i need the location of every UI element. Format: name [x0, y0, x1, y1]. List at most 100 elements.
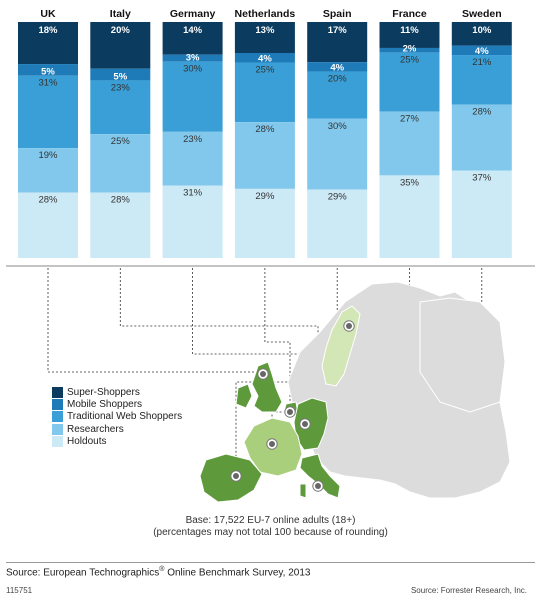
legend-swatch: [52, 423, 63, 435]
bar-segment: [379, 22, 440, 48]
map-marker-dot: [346, 323, 352, 329]
data-label: 20%: [111, 25, 131, 36]
legend-label: Holdouts: [67, 435, 107, 447]
bar-segment: [234, 122, 295, 189]
bar-segment: [90, 192, 151, 258]
data-label: 28%: [111, 195, 131, 206]
bar-segment: [451, 104, 512, 171]
category-label: Spain: [323, 8, 352, 20]
legend-swatch: [52, 435, 63, 447]
bar-segment: [162, 131, 223, 186]
data-label: 31%: [183, 188, 203, 199]
bar-segment: [162, 54, 223, 62]
data-label: 11%: [400, 25, 419, 36]
legend-label: Traditional Web Shoppers: [67, 411, 183, 423]
data-label: 31%: [38, 78, 58, 89]
connector-line: [47, 268, 264, 374]
connector-line: [264, 268, 291, 412]
category-label: Germany: [170, 8, 216, 20]
data-label: 28%: [38, 195, 58, 206]
map-ireland: [235, 383, 253, 409]
bar-segment: [379, 111, 440, 176]
data-label: 29%: [255, 191, 275, 202]
bar-segment: [307, 189, 368, 258]
map-marker-dot: [315, 483, 321, 489]
legend-swatch: [52, 411, 63, 423]
data-label: 25%: [400, 55, 420, 66]
data-label: 19%: [38, 150, 58, 161]
map-sardinia: [299, 483, 307, 499]
bar-segment: [90, 134, 151, 193]
bar-segment: [18, 148, 78, 193]
legend-swatch: [52, 386, 63, 398]
data-label: 28%: [472, 107, 492, 118]
bar-segment: [18, 192, 78, 258]
bar-segment: [162, 61, 223, 132]
map-marker-dot: [287, 409, 293, 415]
registered-mark: ®: [159, 566, 165, 573]
source-forrester: Source: Forrester Research, Inc.: [410, 586, 527, 595]
bar-segment: [307, 22, 368, 63]
data-label: 37%: [472, 173, 492, 184]
source-survey: Source: European Technographics® Online …: [6, 566, 310, 578]
data-label: 23%: [111, 82, 131, 93]
divider: [6, 562, 535, 563]
data-label: 10%: [472, 25, 492, 36]
rounding-note: (percentages may not total 100 because o…: [153, 527, 388, 538]
data-label: 13%: [255, 25, 275, 36]
source-survey-prefix: Source: European Technographics: [6, 567, 160, 579]
bar-segment: [90, 68, 151, 81]
data-label: 30%: [183, 64, 203, 75]
data-label: 30%: [328, 121, 348, 132]
bar-segment: [18, 64, 78, 76]
legend-label: Researchers: [67, 423, 124, 435]
data-label: 25%: [255, 65, 275, 76]
legend-item: Researchers: [52, 423, 182, 435]
data-label: 27%: [400, 114, 420, 125]
category-label: Sweden: [462, 8, 502, 20]
legend-item: Holdouts: [52, 435, 182, 447]
map-marker-dot: [269, 441, 275, 447]
europe-map: [47, 268, 511, 503]
bar-segment: [307, 62, 368, 72]
map-land: [199, 281, 511, 503]
data-label: 21%: [472, 57, 492, 68]
data-label: 35%: [400, 177, 420, 188]
data-label: 4%: [258, 54, 272, 65]
bar-segment: [451, 170, 512, 258]
legend: Super-Shoppers Mobile Shoppers Traditional…: [52, 386, 182, 447]
bar-segment: [307, 118, 368, 190]
bar-segment: [234, 62, 295, 123]
bar-segment: [90, 80, 151, 135]
legend-swatch: [52, 398, 63, 410]
category-label: Netherlands: [235, 8, 296, 20]
chart-id: 115751: [6, 586, 33, 595]
bar-segment: [307, 71, 368, 119]
connector-line: [348, 268, 483, 326]
data-label: 29%: [328, 192, 348, 203]
bar-segment: [162, 22, 223, 55]
bar-segment: [451, 22, 512, 46]
bar-segment: [234, 22, 295, 53]
data-label: 2%: [403, 44, 417, 55]
bar-segment: [379, 52, 440, 112]
legend-label: Super-Shoppers: [67, 386, 140, 398]
bar-segment: [162, 185, 223, 258]
base-text: Base: 17,522 EU-7 online adults (18+): [185, 515, 356, 526]
data-label: 17%: [328, 25, 348, 36]
stacked-bar-chart: UK18%5%31%19%28%Italy20%5%23%25%28%Germa…: [6, 8, 535, 267]
legend-item: Super-Shoppers: [52, 386, 182, 398]
map-marker-dot: [260, 371, 266, 377]
bar-segment: [451, 55, 512, 105]
map-markers: [230, 320, 355, 492]
data-label: 28%: [255, 124, 275, 135]
bar-segment: [234, 188, 295, 258]
map-marker-dot: [302, 421, 308, 427]
data-label: 4%: [475, 46, 489, 57]
data-label: 18%: [38, 25, 58, 36]
source-survey-suffix: Online Benchmark Survey, 2013: [164, 567, 311, 579]
category-label: Italy: [110, 8, 131, 20]
legend-item: Mobile Shoppers: [52, 398, 182, 410]
data-label: 5%: [41, 67, 55, 78]
